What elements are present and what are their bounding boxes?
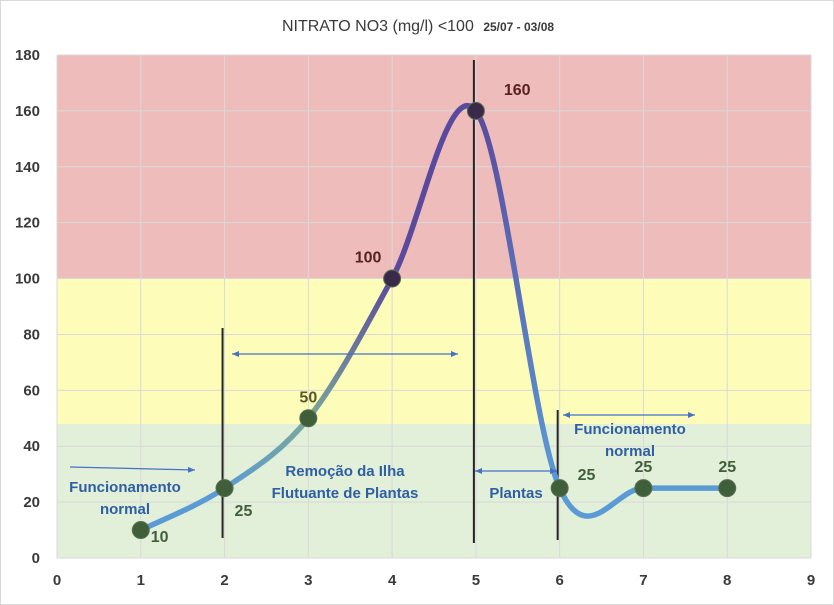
- data-point: [550, 479, 569, 498]
- data-label: 25: [718, 459, 736, 476]
- y-tick-label: 40: [23, 438, 40, 455]
- y-tick-label: 160: [15, 103, 40, 120]
- y-tick-label: 120: [15, 215, 40, 232]
- y-tick-label: 100: [15, 271, 40, 288]
- data-point: [383, 269, 402, 288]
- annotation-line: Flutuante de Plantas: [272, 485, 419, 502]
- data-labels: 10 25 50 100 160 25 25 25: [151, 82, 736, 546]
- data-point: [466, 101, 485, 120]
- data-point: [718, 479, 737, 498]
- y-axis-ticks: 0 20 40 60 80 100 120 140 160 180: [15, 47, 40, 567]
- data-points: [131, 101, 737, 540]
- annotation-line: normal: [605, 443, 655, 460]
- chart-subtitle: 25/07 - 03/08: [483, 20, 554, 34]
- data-point: [215, 479, 234, 498]
- annotation-line: Plantas: [489, 485, 542, 502]
- x-tick-label: 6: [555, 572, 563, 589]
- x-tick-label: 1: [137, 572, 145, 589]
- x-tick-label: 0: [53, 572, 61, 589]
- annotation-line: Funcionamento: [69, 479, 181, 496]
- x-tick-label: 4: [388, 572, 397, 589]
- annotation-text: Funcionamento normal: [69, 479, 181, 518]
- line-segment: [389, 103, 479, 282]
- x-tick-label: 3: [304, 572, 312, 589]
- line-segment: [221, 415, 312, 491]
- annotation-text: Funcionamento normal: [574, 421, 686, 460]
- y-tick-label: 0: [32, 550, 40, 567]
- x-tick-label: 9: [807, 572, 815, 589]
- x-tick-label: 2: [220, 572, 228, 589]
- data-label: 25: [578, 467, 596, 484]
- y-tick-label: 20: [23, 494, 40, 511]
- x-tick-label: 8: [723, 572, 731, 589]
- line-segment: [473, 108, 563, 491]
- y-tick-label: 140: [15, 159, 40, 176]
- annotation-text: Remoção da Ilha Flutuante de Plantas: [272, 463, 419, 502]
- chart-title: NITRATO NO3 (mg/l) <100 25/07 - 03/08: [282, 18, 554, 35]
- gridlines: [56, 54, 812, 559]
- data-label: 100: [355, 250, 382, 267]
- data-point: [634, 479, 653, 498]
- line-segment: [556, 485, 647, 519]
- data-label: 50: [299, 389, 317, 406]
- annotation-line: Remoção da Ilha: [285, 463, 405, 480]
- x-tick-label: 7: [639, 572, 647, 589]
- data-point: [299, 409, 318, 428]
- band-1: [57, 278, 811, 424]
- data-label: 160: [504, 82, 531, 99]
- data-label: 10: [151, 529, 169, 546]
- annotations: Funcionamento normal Remoção da Ilha Flutua…: [69, 351, 695, 518]
- annotation-line: Funcionamento: [574, 421, 686, 438]
- chart-title-main: NITRATO NO3 (mg/l) <100: [282, 18, 474, 35]
- x-axis-ticks: 0 1 2 3 4 5 6 7 8 9: [53, 572, 815, 589]
- data-label: 25: [235, 503, 253, 520]
- data-point: [131, 521, 150, 540]
- annotation-arrow: [69, 466, 196, 473]
- annotation-line: normal: [100, 501, 150, 518]
- data-label: 25: [635, 459, 653, 476]
- annotation-text: Plantas: [489, 485, 542, 502]
- y-tick-label: 180: [15, 47, 40, 64]
- x-tick-label: 5: [472, 572, 480, 589]
- y-tick-label: 80: [23, 326, 40, 343]
- y-tick-label: 60: [23, 382, 40, 399]
